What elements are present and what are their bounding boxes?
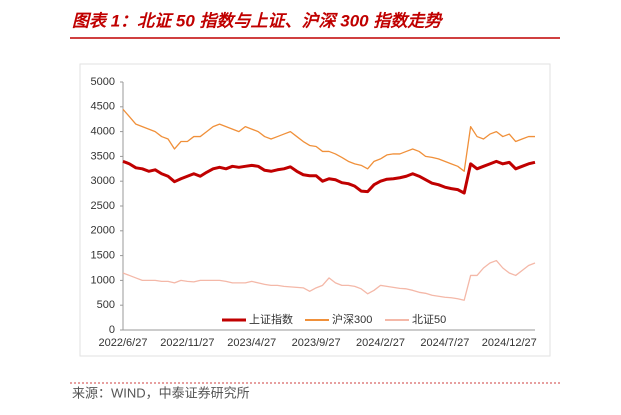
x-tick-label: 2024/2/27 <box>356 337 405 349</box>
series-line <box>122 108 535 172</box>
y-tick-label: 0 <box>109 324 115 336</box>
series-line <box>122 159 536 195</box>
legend-label: 上证指数 <box>249 312 293 326</box>
y-tick-label: 1500 <box>91 250 115 262</box>
y-tick-label: 2500 <box>91 200 115 212</box>
x-tick-label: 2022/11/27 <box>160 337 214 349</box>
x-tick-label: 2024/7/27 <box>420 337 469 349</box>
y-tick-label: 3000 <box>91 175 115 187</box>
y-tick-label: 4500 <box>91 101 115 113</box>
series-line <box>122 259 536 301</box>
y-tick-label: 500 <box>97 299 115 311</box>
x-tick-label: 2022/6/27 <box>99 337 148 349</box>
y-tick-label: 1000 <box>91 274 115 286</box>
x-tick-label: 2023/9/27 <box>292 337 341 349</box>
x-tick-label: 2024/12/27 <box>482 337 537 349</box>
legend-label: 北证50 <box>412 313 446 326</box>
y-tick-label: 2000 <box>91 225 115 237</box>
source: 来源：WIND，中泰证券研究所 <box>72 385 250 400</box>
chart-frame <box>79 63 551 357</box>
legend-label: 沪深300 <box>332 312 372 326</box>
chart-title: 图表 1：北证 50 指数与上证、沪深 300 指数走势 <box>72 11 443 30</box>
y-tick-label: 3500 <box>91 150 115 162</box>
x-tick-label: 2023/4/27 <box>227 337 276 349</box>
y-tick-label: 5000 <box>91 76 115 88</box>
y-tick-label: 4000 <box>91 126 115 138</box>
